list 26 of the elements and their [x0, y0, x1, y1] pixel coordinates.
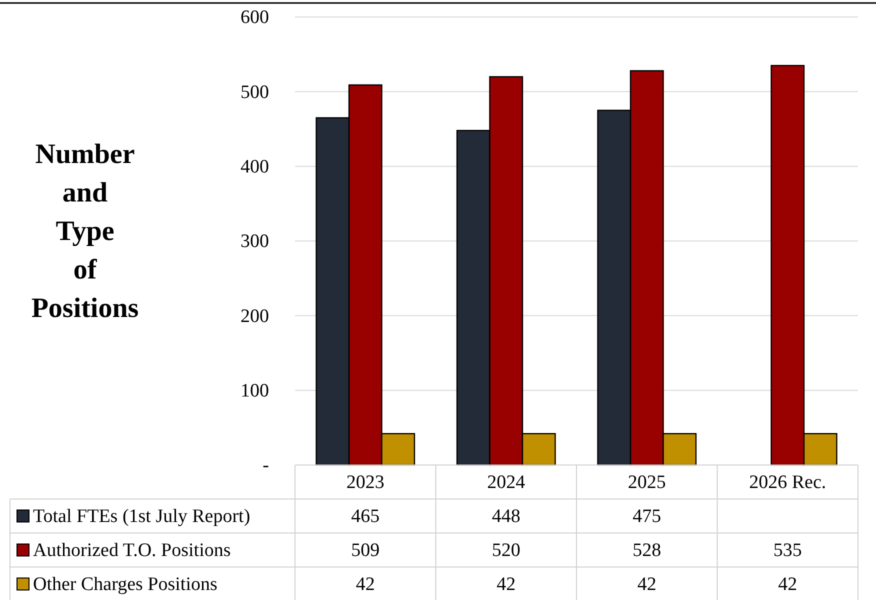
data-label: 475 — [632, 506, 662, 527]
data-label: 535 — [773, 540, 802, 561]
y-tick-label: 400 — [240, 156, 269, 178]
data-label: 42 — [496, 574, 516, 595]
data-label: 42 — [356, 574, 375, 595]
data-label: 528 — [632, 540, 662, 561]
x-tick-label: 2024 — [487, 472, 526, 493]
y-tick-label: 600 — [240, 7, 269, 28]
legend-label: Other Charges Positions — [33, 574, 218, 595]
data-label: 520 — [492, 540, 520, 561]
data-label: 42 — [778, 574, 798, 595]
y-tick-label: 100 — [240, 380, 269, 402]
y-tick-label: 500 — [240, 82, 269, 103]
x-tick-label: 2023 — [346, 472, 384, 493]
y-tick-label: 200 — [240, 306, 269, 327]
data-label: 448 — [492, 506, 520, 527]
data-label: 509 — [351, 540, 380, 561]
data-label: 42 — [637, 574, 656, 595]
y-tick-label: - — [262, 455, 269, 476]
legend-label: Authorized T.O. Positions — [33, 540, 231, 561]
y-tick-label: 300 — [240, 231, 269, 252]
y-axis-title: Number and Type of Positions — [31, 139, 139, 324]
legend-label: Total FTEs (1st July Report) — [33, 506, 250, 527]
data-label: 465 — [351, 506, 380, 527]
x-tick-label: 2025 — [628, 472, 666, 493]
x-tick-label: 2026 Rec. — [749, 472, 826, 493]
